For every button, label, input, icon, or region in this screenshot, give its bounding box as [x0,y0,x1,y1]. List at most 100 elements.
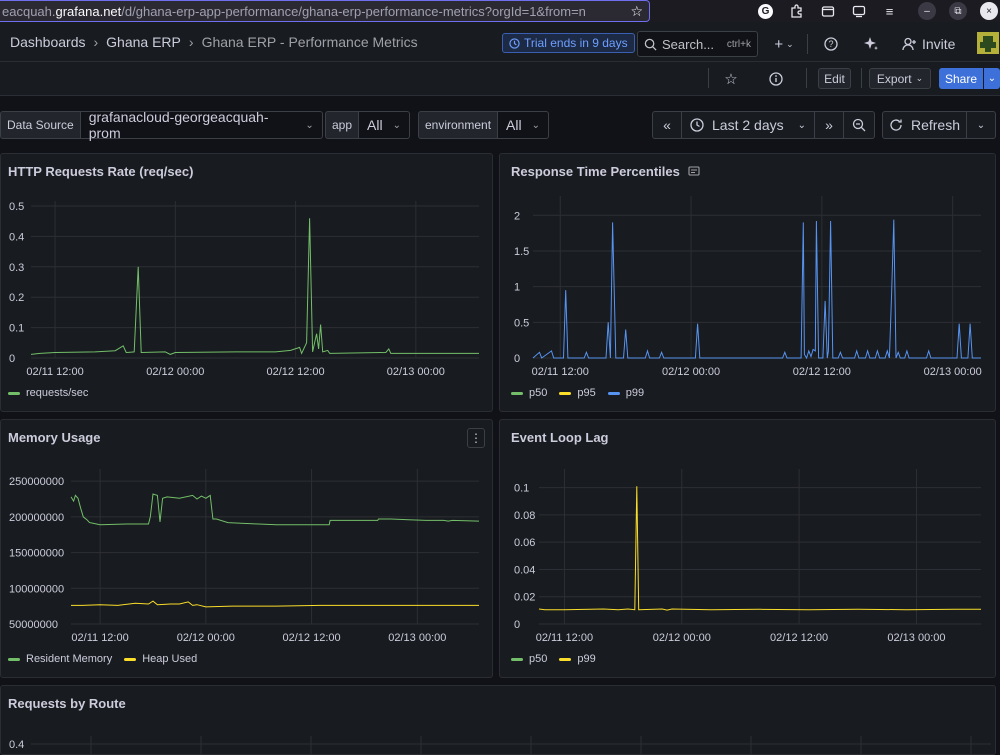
series-line-p99 [538,486,981,611]
legend-item[interactable]: p50 [511,653,547,665]
add-new-button[interactable]: + ⌄ [768,31,800,57]
panel-memory-usage[interactable]: Memory Usage ⋮ 50000000 100000000 15000000… [0,419,493,678]
response-time-chart: 0 0.5 1 1.5 2 02/11 12:00 02/12 00:00 02/12 12:… [514,196,982,378]
avatar[interactable] [977,32,999,54]
x-tick-label: 02/11 12:00 [536,632,593,644]
x-tick-label: 02/12 00:00 [146,366,204,378]
panel-response-time[interactable]: Response Time Percentiles 0 0.5 1 1.5 2 02/11… [499,153,996,412]
legend-label: p99 [625,387,645,399]
clock-icon [690,118,704,132]
y-tick-label: 0.4 [9,739,24,751]
variable-select[interactable]: All ⌄ [358,111,411,139]
y-tick-label: 150000000 [9,548,64,560]
legend-item[interactable]: p99 [559,653,596,665]
x-tick-label: 02/11 12:00 [532,366,589,378]
chevron-right-icon: › [93,34,99,50]
variable-environment[interactable]: environment All ⌄ [418,111,550,139]
x-tick-label: 02/12 00:00 [653,632,711,644]
refresh-label: Refresh [910,117,961,133]
invite-button[interactable]: Invite [902,31,955,57]
edit-button[interactable]: Edit [818,68,851,89]
export-button[interactable]: Export ⌄ [869,68,931,89]
bookmark-star-icon[interactable]: ☆ [630,3,643,19]
legend-item[interactable]: Heap Used [124,653,197,665]
refresh-interval-dropdown[interactable]: ⌄ [966,111,996,139]
star-icon[interactable]: ☆ [724,71,738,88]
breadcrumb-ghana-erp[interactable]: Ghana ERP [106,34,181,50]
chevron-down-icon: ⌄ [987,73,997,84]
y-tick-label: 0 [9,353,15,365]
breadcrumb-dashboards[interactable]: Dashboards [10,34,86,50]
chevron-down-icon: ⌄ [305,119,314,131]
y-tick-label: 0.06 [514,537,535,549]
search-placeholder: Search... [662,36,715,52]
zoom-out-icon [852,118,866,132]
close-window-icon[interactable]: × [980,2,998,20]
legend-item[interactable]: Resident Memory [8,653,112,665]
variable-value: All [506,117,522,133]
help-icon[interactable]: ? [821,31,841,57]
search-input[interactable]: Search... ctrl+k [637,31,758,57]
minimize-window-icon[interactable]: – [918,2,936,20]
x-tick-label: 02/12 12:00 [770,632,828,644]
share-dropdown-button[interactable]: ⌄ [984,68,1000,89]
panel-menu-icon[interactable]: ⋮ [467,428,485,448]
legend-item[interactable]: p95 [559,387,596,399]
legend-swatch [511,391,523,395]
legend-label: p95 [577,387,596,399]
panel-event-loop-lag[interactable]: Event Loop Lag 0 0.02 0.04 0.06 0.08 0.1 02/11… [499,419,996,678]
x-tick-label: 02/12 12:00 [793,366,851,378]
legend-swatch [8,391,20,395]
variable-data-source[interactable]: Data Source grafanacloud-georgeacquah-pr… [0,109,323,141]
y-tick-label: 0.02 [514,592,535,604]
screenshot-icon[interactable] [843,0,874,22]
y-tick-label: 0 [514,353,520,365]
plus-icon: + [774,35,784,53]
panel-title: Memory Usage [8,430,101,445]
share-button[interactable]: Share [939,68,983,89]
legend-item[interactable]: p99 [607,387,645,399]
hamburger-menu-icon[interactable]: ≡ [885,3,894,19]
pocket-icon[interactable] [812,0,843,22]
zoom-out-button[interactable] [843,111,875,139]
x-tick-label: 02/11 12:00 [71,632,128,644]
legend-item[interactable]: requests/sec [8,387,88,399]
chevron-down-icon: ⌄ [797,119,806,131]
chart-legend: requests/sec [8,387,88,399]
legend-item[interactable]: p50 [511,387,547,399]
google-extension-icon[interactable]: G [750,0,781,22]
chevron-right-icon: › [188,34,194,50]
chevron-down-icon: ⌄ [976,119,986,131]
trial-badge[interactable]: Trial ends in 9 days [502,33,635,53]
time-shift-forward-button[interactable]: » [814,111,844,139]
panel-requests-by-route[interactable]: Requests by Route 0.4 [0,685,996,755]
refresh-button[interactable]: Refresh [882,111,967,139]
restore-window-icon[interactable]: ⧉ [949,2,967,20]
y-tick-label: 250000000 [9,476,64,488]
legend-swatch [511,657,523,661]
ai-assistant-sparkle-icon[interactable] [861,31,881,57]
url-bar[interactable]: eacquah. grafana.net/d/ghana-erp-app-perf… [0,0,650,22]
y-tick-label: 0.04 [514,564,535,576]
divider [861,68,862,88]
variable-value: All [367,117,383,133]
legend-label: p99 [577,653,596,665]
variable-select[interactable]: All ⌄ [497,111,550,139]
x-tick-label: 02/13 00:00 [388,632,446,644]
event-loop-lag-chart: 0 0.02 0.04 0.06 0.08 0.1 02/11 12:00 02/12 00:… [514,469,981,644]
chevron-down-icon: ⌄ [786,38,794,49]
variable-app[interactable]: app All ⌄ [325,111,411,139]
legend-swatch [559,657,572,661]
time-shift-back-button[interactable]: « [652,111,682,139]
extensions-puzzle-icon[interactable] [781,0,812,22]
panel-http-requests[interactable]: HTTP Requests Rate (req/sec) 0 0.1 0.2 0.3 0… [0,153,493,412]
time-range-picker[interactable]: Last 2 days ⌄ [681,111,815,139]
variable-select[interactable]: grafanacloud-georgeacquah-prom ⌄ [79,109,323,141]
x-tick-label: 02/12 00:00 [177,632,235,644]
x-tick-label: 02/13 00:00 [924,366,982,378]
legend-label: p50 [529,653,548,665]
info-icon[interactable] [765,69,787,89]
legend-label: Resident Memory [26,653,113,665]
y-tick-label: 200000000 [9,512,64,524]
panel-title: Response Time Percentiles [511,164,680,179]
